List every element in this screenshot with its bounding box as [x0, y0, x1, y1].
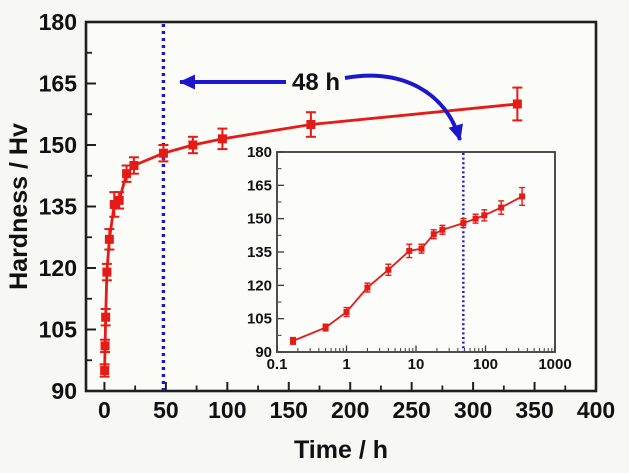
inset-x-axis: 0.1 1 10 100 1000 [267, 345, 572, 373]
data-point-marker [109, 199, 119, 209]
inset-x-tick-label: 1 [342, 356, 350, 373]
inset-y-tick-label: 150 [247, 211, 272, 228]
inset-data-point-marker [364, 284, 371, 291]
data-point-marker [101, 312, 111, 322]
annotation-48h: 48 h [179, 69, 463, 141]
inset-data-point-marker [430, 231, 437, 238]
inset-data-point-marker [385, 266, 392, 273]
inset-x-tick-label: 100 [473, 356, 498, 373]
annotation-arrow-curved [344, 73, 463, 141]
inset-y-tick-label: 105 [247, 311, 272, 328]
inset-data-point-marker [343, 309, 350, 315]
data-point-marker [129, 161, 139, 170]
y-tick-label: 120 [39, 255, 77, 281]
inset-data-point-marker [439, 226, 446, 233]
x-axis: 0 50 100 150 200 250 300 350 400 [98, 382, 615, 423]
data-point-marker [100, 366, 110, 375]
inset-series [290, 186, 526, 345]
inset-data-point-marker [481, 212, 488, 219]
inset-x-tick-label: 10 [408, 356, 425, 373]
y-tick-label: 150 [39, 132, 77, 158]
inset-data-point-marker [322, 324, 329, 331]
x-tick-label: 0 [98, 397, 111, 423]
annotation-label: 48 h [292, 69, 340, 96]
inset-frame [276, 151, 556, 353]
data-point-marker [122, 169, 132, 179]
inset-x-tick-label: 0.1 [267, 356, 288, 373]
x-axis-title: Time / h [294, 436, 388, 464]
data-point-marker [512, 99, 522, 109]
data-point-marker [188, 140, 198, 150]
inset-y-tick-label: 135 [247, 244, 272, 261]
inset-data-point-marker [472, 215, 479, 222]
x-tick-label: 350 [515, 397, 553, 423]
y-tick-label: 165 [39, 71, 78, 97]
inset-data-point-marker [418, 245, 425, 252]
inset-data-point-marker [519, 193, 526, 200]
inset-data-point-marker [406, 247, 413, 254]
data-point-marker [158, 148, 168, 158]
inset-y-tick-label: 180 [247, 144, 272, 161]
data-point-marker [306, 120, 316, 129]
data-point-marker [102, 267, 112, 277]
y-axis: 90 105 120 135 150 165 180 [39, 9, 96, 404]
x-tick-label: 400 [577, 397, 615, 423]
data-point-marker [104, 234, 114, 244]
inset-x-tick-label: 1000 [538, 356, 571, 373]
y-tick-label: 180 [39, 9, 77, 35]
data-point-marker [114, 195, 124, 205]
inset-data-point-marker [290, 337, 297, 344]
inset-plot: 0.1 1 10 100 1000 90 105 120 135 150 165 180 [247, 144, 572, 373]
y-tick-label: 135 [39, 194, 78, 220]
inset-y-tick-label: 90 [255, 344, 272, 361]
inset-y-axis: 90 105 120 135 150 165 180 [247, 144, 284, 361]
x-tick-label: 100 [208, 397, 246, 423]
data-point-marker [217, 134, 227, 144]
x-tick-label: 250 [392, 397, 430, 423]
y-tick-label: 105 [39, 317, 78, 343]
inset-data-point-marker [498, 204, 505, 211]
inset-y-tick-label: 165 [247, 177, 272, 194]
y-axis-title: Hardness / Hv [5, 123, 33, 290]
y-tick-label: 90 [51, 378, 77, 404]
x-tick-label: 300 [454, 397, 492, 423]
x-tick-label: 50 [153, 397, 179, 423]
inset-y-tick-label: 120 [247, 277, 272, 294]
main-series [99, 86, 523, 378]
x-tick-label: 200 [331, 397, 369, 423]
inset-data-point-marker [460, 220, 467, 227]
x-tick-label: 150 [270, 397, 308, 423]
data-point-marker [100, 341, 110, 351]
